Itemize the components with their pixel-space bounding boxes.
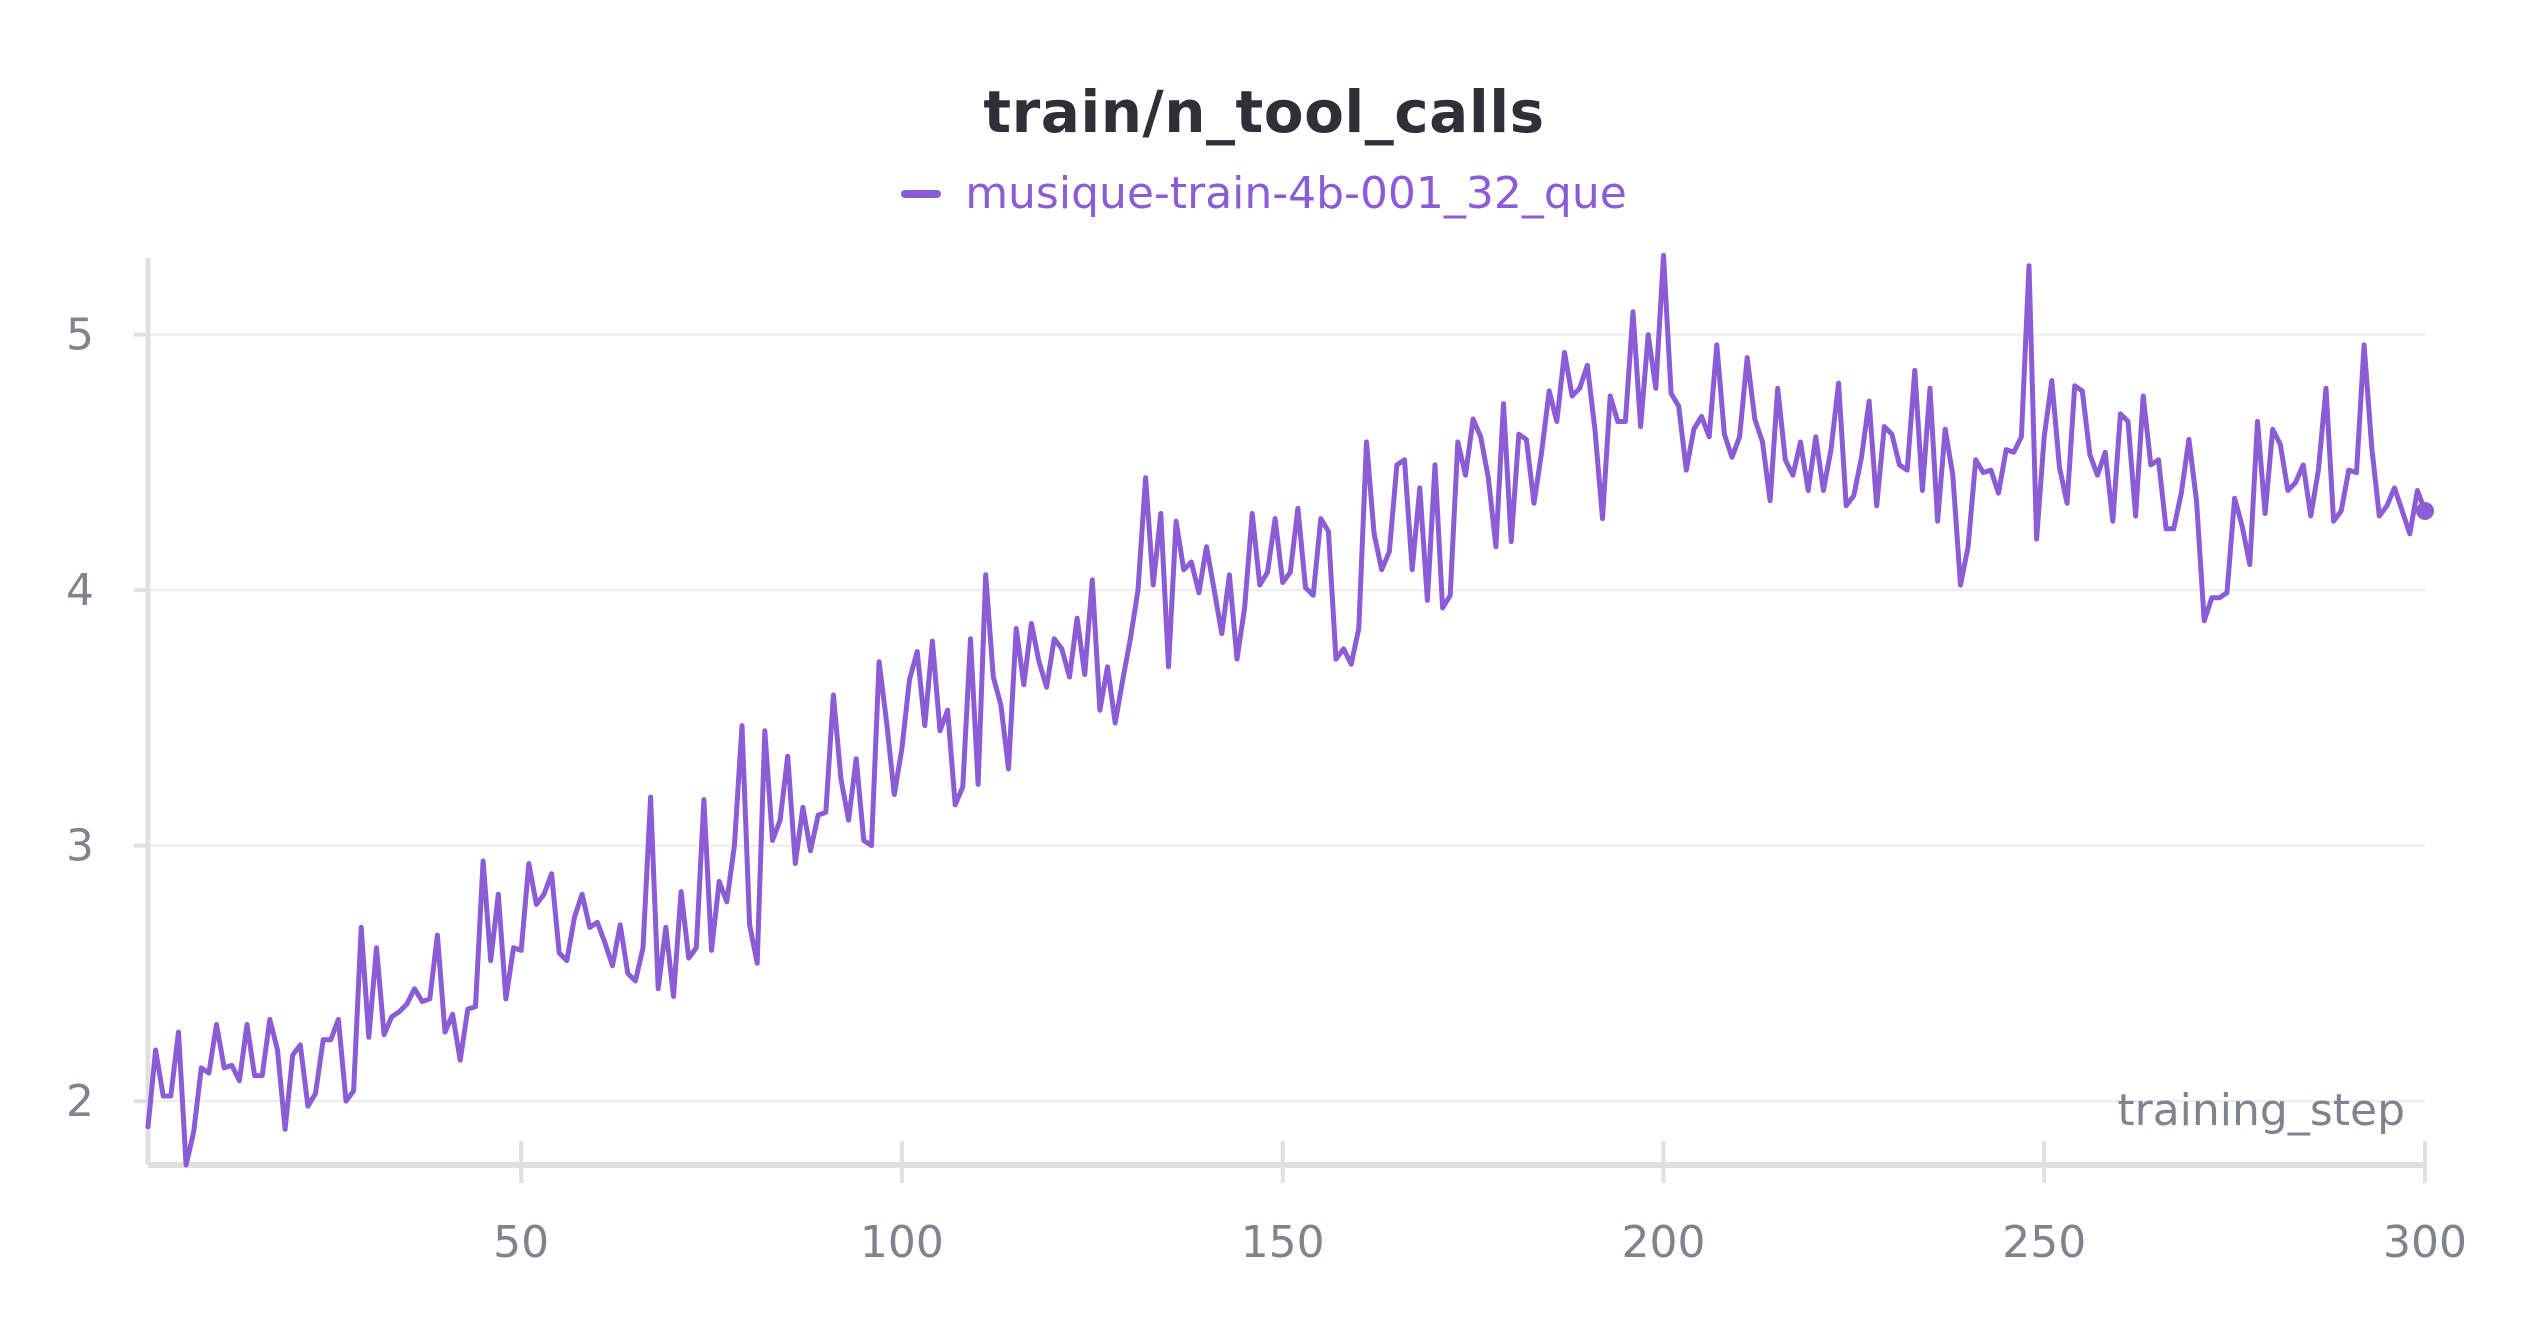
x-tick-label: 300	[2383, 1217, 2467, 1268]
y-tick-label: 4	[66, 565, 94, 616]
y-tick-label: 2	[66, 1076, 94, 1127]
x-tick-label: 150	[1241, 1217, 1325, 1268]
x-axis-label: training_step	[2117, 1085, 2405, 1136]
series-layer	[145, 252, 2434, 1168]
series-end-point	[2416, 501, 2434, 520]
chart-title: train/n_tool_calls	[983, 78, 1545, 146]
legend: musique-train-4b-001_32_que	[0, 168, 2528, 219]
x-tick-label: 250	[2002, 1217, 2086, 1268]
axes: 2 3 4 5 50 100 150 200 250 300	[66, 258, 2467, 1268]
legend-swatch	[901, 189, 942, 198]
x-tick-label: 100	[860, 1217, 944, 1268]
x-tick-label: 50	[493, 1217, 549, 1268]
y-tick-label: 3	[66, 821, 94, 872]
grid-lines	[148, 333, 2425, 1103]
series-line	[145, 252, 2428, 1168]
legend-series-label: musique-train-4b-001_32_que	[965, 168, 1627, 219]
y-tick-label: 5	[66, 310, 94, 361]
x-tick-label: 200	[1621, 1217, 1705, 1268]
